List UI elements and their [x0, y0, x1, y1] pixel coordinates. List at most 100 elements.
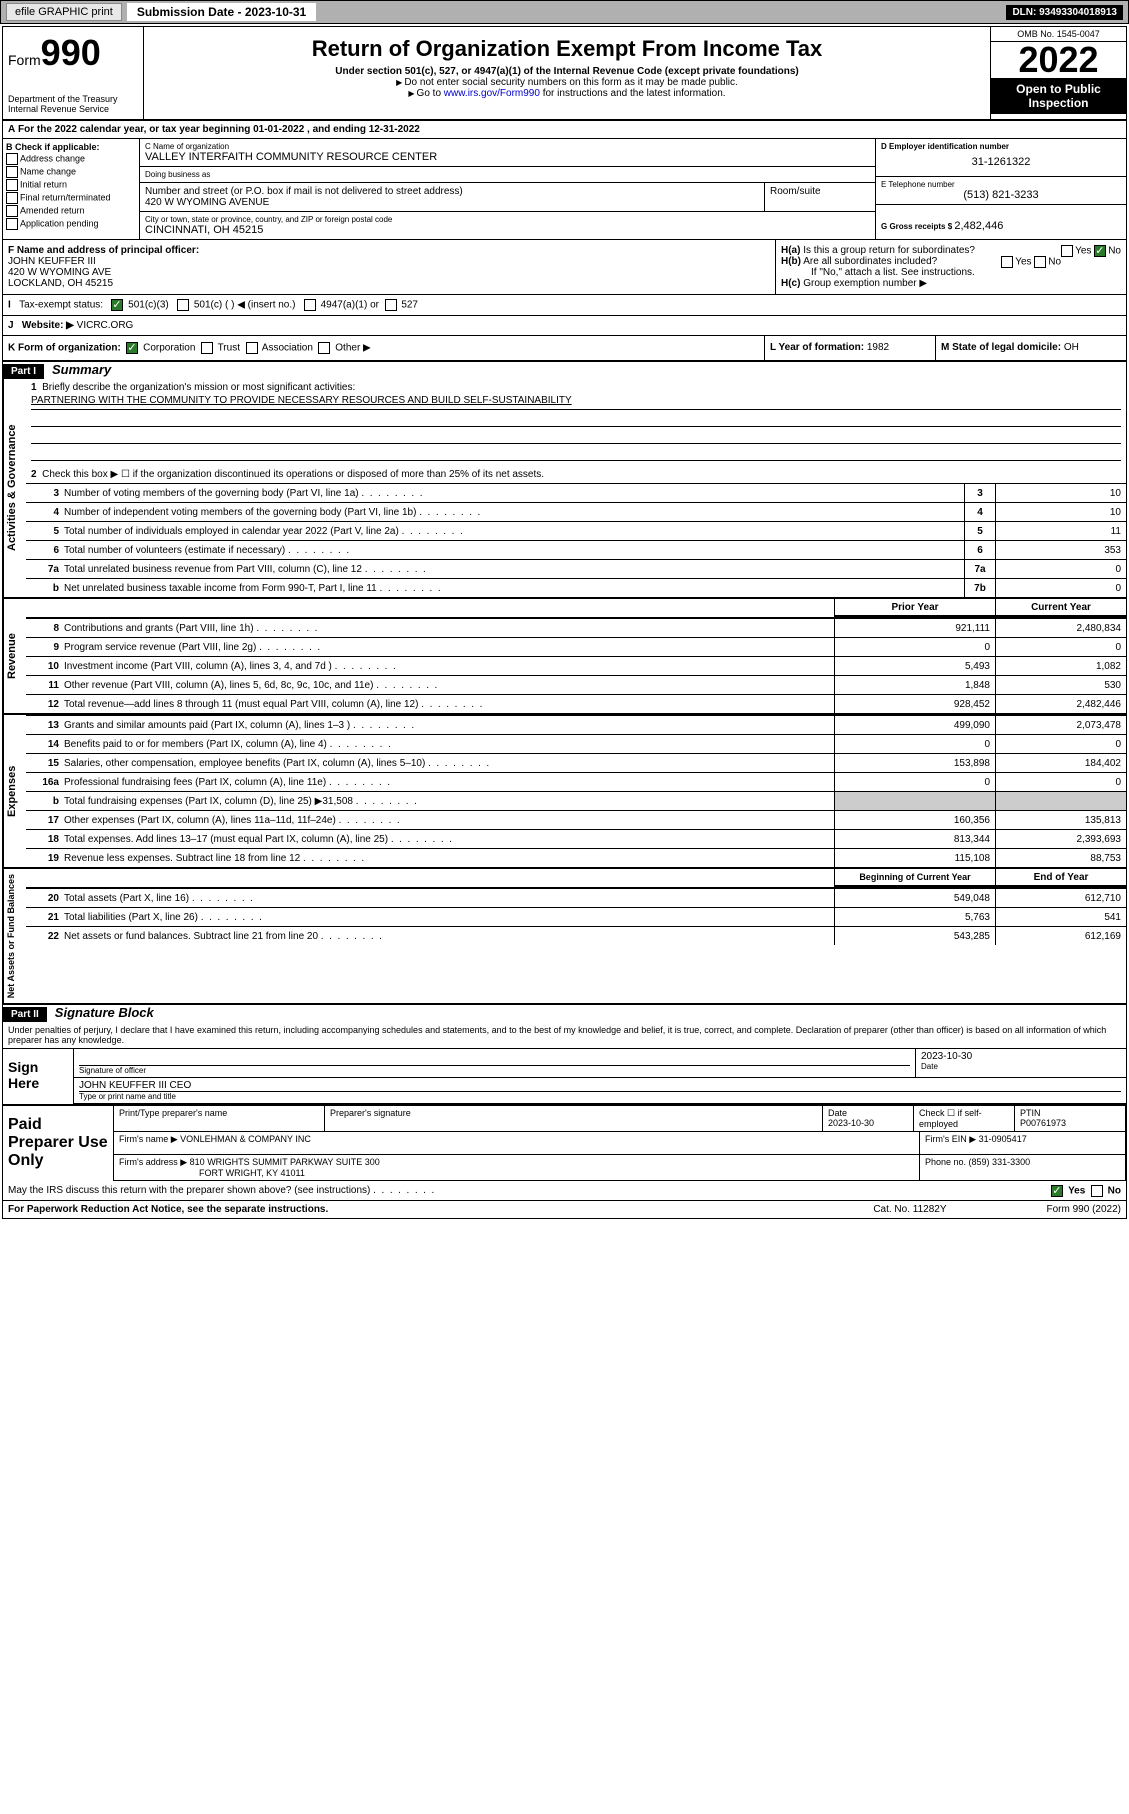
street-label: Number and street (or P.O. box if mail i…: [145, 186, 759, 197]
line-16a: 16aProfessional fundraising fees (Part I…: [26, 772, 1126, 791]
summary-expenses: Expenses 13Grants and similar amounts pa…: [3, 715, 1126, 869]
dln: DLN: 93493304018913: [1006, 5, 1123, 20]
cb-name-change[interactable]: Name change: [6, 166, 136, 178]
open-public: Open to Public Inspection: [991, 78, 1126, 114]
ein-label: D Employer identification number: [881, 142, 1121, 151]
line-j: J Website: ▶ VICRC.ORG: [3, 316, 1126, 336]
irs-link[interactable]: www.irs.gov/Form990: [444, 88, 540, 99]
cb-address-change[interactable]: Address change: [6, 153, 136, 165]
col-d: D Employer identification number 31-1261…: [875, 139, 1126, 239]
h-b-note: If "No," attach a list. See instructions…: [781, 267, 1121, 278]
vtab-net: Net Assets or Fund Balances: [3, 869, 26, 1003]
phone: (513) 821-3233: [881, 189, 1121, 201]
hdr-end: End of Year: [995, 869, 1126, 887]
part-1-header: Part ISummary: [3, 362, 1126, 379]
h-a: H(a) Is this a group return for subordin…: [781, 245, 1121, 256]
line-21: 21Total liabilities (Part X, line 26) 5,…: [26, 907, 1126, 926]
b-header: B Check if applicable:: [6, 142, 100, 152]
vtab-revenue: Revenue: [3, 599, 26, 713]
section-bcd: B Check if applicable: Address change Na…: [3, 139, 1126, 240]
submission-date: Submission Date - 2023-10-31: [127, 3, 316, 21]
dba-label: Doing business as: [145, 170, 870, 179]
cat-no: Cat. No. 11282Y: [873, 1204, 946, 1215]
prep-date: 2023-10-30: [828, 1118, 908, 1128]
line-18: 18Total expenses. Add lines 13–17 (must …: [26, 829, 1126, 848]
cb-discuss-no[interactable]: [1091, 1185, 1103, 1197]
line-8: 8Contributions and grants (Part VIII, li…: [26, 618, 1126, 637]
print-name-label: Type or print name and title: [79, 1092, 1121, 1101]
h-c: H(c) Group exemption number ▶: [781, 278, 1121, 289]
line-5: 5Total number of individuals employed in…: [26, 521, 1126, 540]
cb-501c[interactable]: [177, 299, 189, 311]
line-17: 17Other expenses (Part IX, column (A), l…: [26, 810, 1126, 829]
section-fh: F Name and address of principal officer:…: [3, 240, 1126, 295]
gross-label: G Gross receipts $: [881, 222, 954, 231]
h-b: H(b) Are all subordinates included? Yes …: [781, 256, 1121, 267]
cb-assoc[interactable]: [246, 342, 258, 354]
gross-receipts: 2,482,446: [954, 220, 1003, 232]
subtitle-2: Do not enter social security numbers on …: [149, 77, 985, 88]
line-14: 14Benefits paid to or for members (Part …: [26, 734, 1126, 753]
cb-trust[interactable]: [201, 342, 213, 354]
paid-preparer: Paid Preparer Use Only Print/Type prepar…: [3, 1104, 1126, 1181]
sig-officer-label: Signature of officer: [79, 1066, 910, 1075]
dept-treasury: Department of the Treasury: [8, 94, 138, 104]
summary-governance: Activities & Governance 1 Briefly descri…: [3, 379, 1126, 599]
sign-date: 2023-10-30: [921, 1051, 1121, 1062]
form-ref: Form 990 (2022): [1047, 1204, 1121, 1215]
cb-discuss-yes[interactable]: [1051, 1185, 1063, 1197]
header: Form990 Department of the Treasury Inter…: [3, 27, 1126, 121]
firm-ein: 31-0905417: [979, 1134, 1027, 1144]
vtab-governance: Activities & Governance: [3, 379, 26, 597]
room-label: Room/suite: [770, 186, 870, 197]
line-15: 15Salaries, other compensation, employee…: [26, 753, 1126, 772]
cb-other[interactable]: [318, 342, 330, 354]
line-b: bNet unrelated business taxable income f…: [26, 578, 1126, 597]
line-22: 22Net assets or fund balances. Subtract …: [26, 926, 1126, 945]
cb-501c3[interactable]: [111, 299, 123, 311]
cb-4947[interactable]: [304, 299, 316, 311]
line-klm: K Form of organization: Corporation Trus…: [3, 336, 1126, 362]
officer-addr2: LOCKLAND, OH 45215: [8, 278, 770, 289]
vtab-expenses: Expenses: [3, 715, 26, 867]
firm-addr: 810 WRIGHTS SUMMIT PARKWAY SUITE 300: [190, 1157, 380, 1167]
col-c: C Name of organization VALLEY INTERFAITH…: [140, 139, 875, 239]
year-formation: L Year of formation: 1982: [764, 336, 935, 360]
ein: 31-1261322: [881, 151, 1121, 173]
cb-app-pending[interactable]: Application pending: [6, 218, 136, 230]
preparer-sig-label: Preparer's signature: [325, 1106, 823, 1131]
efile-btn[interactable]: efile GRAPHIC print: [6, 3, 122, 21]
cb-amended[interactable]: Amended return: [6, 205, 136, 217]
mission-text: PARTNERING WITH THE COMMUNITY TO PROVIDE…: [31, 395, 1121, 410]
cb-527[interactable]: [385, 299, 397, 311]
line-4: 4Number of independent voting members of…: [26, 502, 1126, 521]
officer-name: JOHN KEUFFER III: [8, 256, 770, 267]
org-name: VALLEY INTERFAITH COMMUNITY RESOURCE CEN…: [145, 151, 870, 163]
firm-phone: (859) 331-3300: [969, 1157, 1031, 1167]
q2: Check this box ▶ ☐ if the organization d…: [42, 469, 544, 480]
line-10: 10Investment income (Part VIII, column (…: [26, 656, 1126, 675]
preparer-name-label: Print/Type preparer's name: [114, 1106, 325, 1131]
website-url: VICRC.ORG: [77, 320, 134, 331]
q1: Briefly describe the organization's miss…: [42, 382, 355, 393]
sign-here: Sign Here Signature of officer 2023-10-3…: [3, 1048, 1126, 1104]
officer-label: F Name and address of principal officer:: [8, 245, 770, 256]
summary-netassets: Net Assets or Fund Balances Beginning of…: [3, 869, 1126, 1005]
officer-print-name: JOHN KEUFFER III CEO: [79, 1080, 1121, 1092]
topbar: efile GRAPHIC print Submission Date - 20…: [0, 0, 1129, 24]
signature-declaration: Under penalties of perjury, I declare th…: [3, 1022, 1126, 1048]
cb-final-return[interactable]: Final return/terminated: [6, 192, 136, 204]
form-number: Form990: [8, 32, 138, 74]
cb-initial-return[interactable]: Initial return: [6, 179, 136, 191]
summary-revenue: Revenue Prior Year Current Year 8Contrib…: [3, 599, 1126, 715]
hdr-beginning: Beginning of Current Year: [834, 869, 995, 887]
cb-corp[interactable]: [126, 342, 138, 354]
line-b: bTotal fundraising expenses (Part IX, co…: [26, 791, 1126, 810]
street: 420 W WYOMING AVENUE: [145, 197, 759, 208]
subtitle-3: Go to www.irs.gov/Form990 for instructio…: [149, 88, 985, 99]
line-7a: 7aTotal unrelated business revenue from …: [26, 559, 1126, 578]
line-19: 19Revenue less expenses. Subtract line 1…: [26, 848, 1126, 867]
line-20: 20Total assets (Part X, line 16) 549,048…: [26, 888, 1126, 907]
irs: Internal Revenue Service: [8, 104, 138, 114]
city: CINCINNATI, OH 45215: [145, 224, 870, 236]
